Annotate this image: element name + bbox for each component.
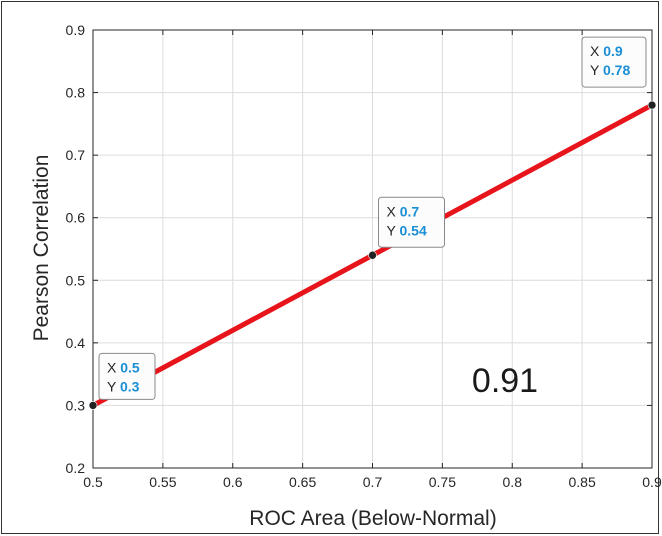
datatip-marker[interactable] <box>88 401 98 410</box>
datatip-x-value: 0.9 <box>603 43 623 59</box>
y-tick-label: 0.2 <box>66 460 86 476</box>
x-axis-label: ROC Area (Below-Normal) <box>249 507 496 530</box>
datatip-x-label: X <box>107 359 120 375</box>
x-tick-label: 0.6 <box>223 474 243 490</box>
datatip-marker[interactable] <box>368 250 377 260</box>
datatip-y-value: 0.78 <box>603 62 630 78</box>
y-axis-label: Pearson Correlation <box>30 155 53 342</box>
x-tick-label: 0.65 <box>289 474 316 490</box>
datatip-x-value: 0.5 <box>120 359 140 375</box>
x-tick-label: 0.85 <box>569 474 596 490</box>
annotation-text: 0.91 <box>472 362 538 400</box>
datatip[interactable]: X 0.5Y 0.3 <box>98 352 156 400</box>
y-tick-label: 0.4 <box>66 335 86 351</box>
datatip-x-label: X <box>590 43 603 59</box>
datatip-marker[interactable] <box>647 100 657 110</box>
datatip-box <box>378 196 445 248</box>
datatip-y-row: Y 0.78 <box>590 62 630 78</box>
datatip-box <box>581 36 647 88</box>
y-tick-label: 0.8 <box>66 85 86 101</box>
y-tick-label: 0.9 <box>66 22 86 38</box>
y-tick-label: 0.7 <box>66 147 86 163</box>
y-tick-labels: 0.2 0.3 0.4 0.5 0.6 0.7 0.8 0.9 <box>66 22 86 476</box>
x-tick-label: 0.5 <box>83 474 103 490</box>
datatip-y-row: Y 0.54 <box>387 222 427 238</box>
datatip-x-value: 0.7 <box>400 203 420 219</box>
tick-marks <box>92 29 653 469</box>
datatip-y-row: Y 0.3 <box>107 378 140 394</box>
datatip-y-label: Y <box>387 222 400 238</box>
x-tick-label: 0.9 <box>642 474 662 490</box>
x-tick-label: 0.55 <box>149 474 176 490</box>
y-tick-label: 0.6 <box>66 210 86 226</box>
datatip-x-label: X <box>387 203 400 219</box>
x-tick-labels: 0.5 0.55 0.6 0.65 0.7 0.75 0.8 0.85 0.9 <box>83 474 662 490</box>
datatip-x-row: X 0.7 <box>387 203 420 219</box>
datatip[interactable]: X 0.9Y 0.78 <box>581 36 647 88</box>
y-tick-label: 0.3 <box>66 397 86 413</box>
datatip-box <box>98 352 156 400</box>
datatip-y-value: 0.3 <box>120 378 140 394</box>
y-tick-label: 0.5 <box>66 272 86 288</box>
datatip[interactable]: X 0.7Y 0.54 <box>378 196 445 248</box>
datatip-x-row: X 0.5 <box>107 359 140 375</box>
datatip-markers <box>88 100 657 410</box>
datatip-y-value: 0.54 <box>399 222 426 238</box>
x-tick-label: 0.8 <box>503 474 523 490</box>
datatip-y-label: Y <box>590 62 603 78</box>
datatips: X 0.5Y 0.3X 0.7Y 0.54X 0.9Y 0.78 <box>98 36 647 400</box>
datatip-x-row: X 0.9 <box>590 43 623 59</box>
x-tick-label: 0.75 <box>429 474 456 490</box>
datatip-y-label: Y <box>107 378 120 394</box>
x-tick-label: 0.7 <box>363 474 383 490</box>
